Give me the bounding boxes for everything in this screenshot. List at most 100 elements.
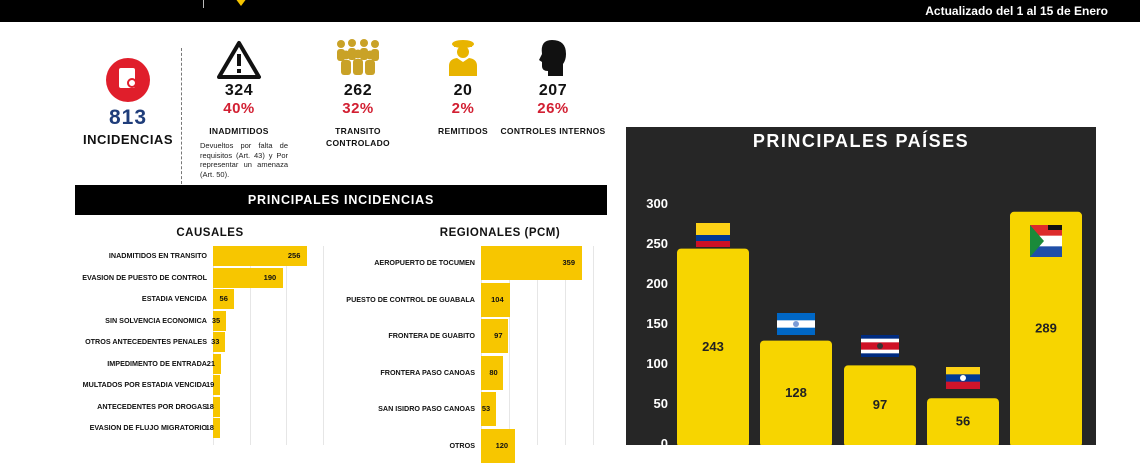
data-label: 289 [1035,320,1057,335]
y-tick-label: 50 [654,396,668,411]
stat-label: REMITIDOS [438,126,488,136]
stat-count: 324 [224,82,254,99]
bar [481,246,582,280]
gridline [323,246,324,445]
y-tick-label: 0 [661,436,668,445]
category-label: EVASION DE PUESTO DE CONTROL [82,272,207,282]
data-label: 35 [211,315,221,325]
shield-logo-icon [232,0,250,6]
data-label: 97 [873,397,887,412]
category-label: OTROS [449,440,475,450]
stat-controles: 207 26% CONTROLES INTERNOS [498,38,608,137]
bar-colombia [677,248,749,445]
category-label: AEROPUERTO DE TOCUMEN [374,258,475,267]
stat-pct: 26% [537,100,569,117]
y-tick-label: 100 [646,356,668,371]
bar-otros [1010,211,1082,445]
category-label: ESTADIA VENCIDA [141,294,207,303]
category-label: FRONTERA PASO CANOAS [380,367,475,377]
data-label: 18 [205,423,214,432]
data-label: 56 [219,294,228,303]
document-search-icon [106,58,150,102]
data-label: 256 [287,251,301,260]
stat-label: TRANSITO CONTROLADO [326,126,390,148]
total-value: 813 [108,106,148,129]
updated-date: Actualizado del 1 al 15 de Enero [925,4,1108,18]
multi-flag-icon [1030,225,1062,257]
head-profile-icon [498,38,608,80]
stat-count: 262 [343,82,373,99]
total-incidencias: 813 INCIDENCIAS [78,58,178,147]
data-label: 104 [491,294,504,304]
data-label: 80 [489,367,498,377]
bar [481,392,496,426]
bar [213,396,220,417]
bar [481,282,511,317]
stat-note: Devueltos por falta de requisitos (Art. … [200,141,288,179]
paises-chart: 0 50 100 150 200 250 300 243 128 97 56 289 [646,196,1082,445]
data-label: 190 [263,272,277,282]
bar [213,289,234,309]
category-label: FRONTERA DE GUABITO [388,331,475,340]
bar-venezuela [927,398,999,445]
data-label: 21 [206,358,216,368]
bar [213,418,220,438]
group-people-icon [303,38,413,80]
regionales-title: REGIONALES (PCM) [439,227,561,239]
bar [213,375,220,395]
bar [481,355,504,390]
stat-count: 207 [538,82,568,99]
bar-costa-rica [844,365,916,445]
category-label: EVASION DE FLUJO MIGRATORIO [89,423,207,432]
category-label: IMPEDIMENTO DE ENTRADA [107,358,207,368]
costa-rica-flag-icon [861,335,899,357]
data-label: 120 [495,440,509,450]
colombia-flag-icon [696,223,730,247]
category-label: SIN SOLVENCIA ECONOMICA [105,315,207,325]
y-tick-label: 200 [646,276,668,291]
y-tick-label: 150 [646,316,668,331]
gridline [593,246,594,445]
gridline [537,246,538,445]
section-header: PRINCIPALES INCIDENCIAS [75,185,607,215]
gridline [565,246,566,445]
nicaragua-flag-icon [777,313,815,335]
causales-chart: INADMITIDOS EN TRANSITO 256 EVASION DE PUE… [82,246,324,445]
data-label: 18 [205,401,214,411]
bar [213,332,226,352]
gridline [286,246,288,445]
stat-label: CONTROLES INTERNOS [500,126,606,136]
bar [213,246,307,266]
category-label: INADMITIDOS EN TRANSITO [108,251,207,260]
category-label: SAN ISIDRO PASO CANOAS [378,404,475,413]
paises-panel: PRINCIPALES PAÍSES 0 50 100 150 200 250 300 243… [626,127,1096,445]
bar-nicaragua [760,340,832,445]
total-label: INCIDENCIAS [82,132,173,147]
paises-title: PRINCIPALES PAÍSES [752,131,970,151]
stat-label: INADMITIDOS [209,126,269,136]
gridline [509,246,510,445]
causales-title: CAUSALES [176,227,244,239]
data-label: 19 [205,380,215,389]
data-label: 97 [494,331,503,340]
stat-pct: 32% [342,100,374,117]
venezuela-flag-icon [946,367,980,389]
category-label: PUESTO DE CONTROL DE GUABALA [346,294,475,304]
data-label: 33 [211,337,220,346]
stat-remitidos: 20 2% REMITIDOS [408,38,518,137]
bar [481,319,509,353]
stat-pct: 2% [451,100,475,117]
category-label: MULTADOS POR ESTADIA VENCIDA [82,380,207,389]
data-label: 128 [785,385,807,400]
category-label: ANTECEDENTES POR DROGAS [97,401,207,411]
warning-icon [184,38,294,80]
data-label: 359 [562,258,576,267]
logo-divider [203,0,204,8]
stat-count: 20 [453,82,473,99]
bar [213,267,283,288]
regionales-chart: AEROPUERTO DE TOCUMEN 359 PUESTO DE CONTRO… [346,246,594,463]
divider [181,48,182,184]
stat-pct: 40% [223,100,255,117]
category-label: OTROS ANTECEDENTES PENALES [85,337,207,346]
data-label: 56 [956,414,970,429]
